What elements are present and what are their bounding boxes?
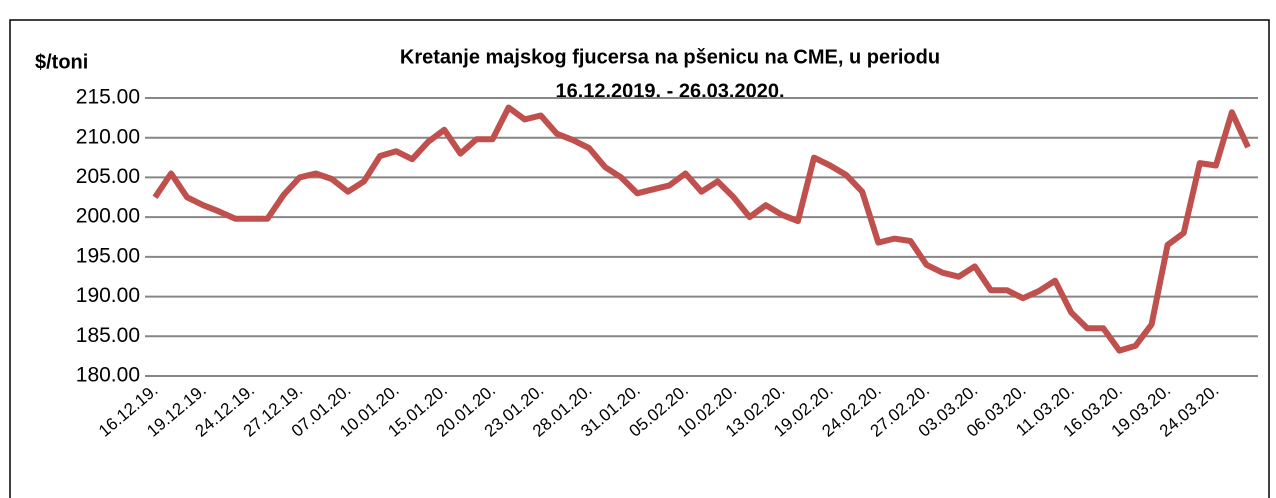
y-tick-label: 185.00 (76, 324, 140, 347)
chart-subtitle: 16.12.2019. - 26.03.2020. (555, 80, 784, 102)
y-tick-label: 180.00 (76, 364, 140, 387)
chart-title: Kretanje majskog fjucersa na pšenicu na … (400, 46, 940, 68)
y-tick-label: 200.00 (76, 205, 140, 228)
y-tick-label: 195.00 (76, 244, 140, 267)
y-tick-label: 210.00 (76, 125, 140, 148)
data-line (152, 104, 1251, 354)
y-tick-label: 205.00 (76, 165, 140, 188)
y-tick-label: 215.00 (76, 86, 140, 109)
chart-frame (9, 19, 1270, 498)
y-axis-label: $/toni (35, 51, 88, 73)
y-tick-label: 190.00 (76, 284, 140, 307)
